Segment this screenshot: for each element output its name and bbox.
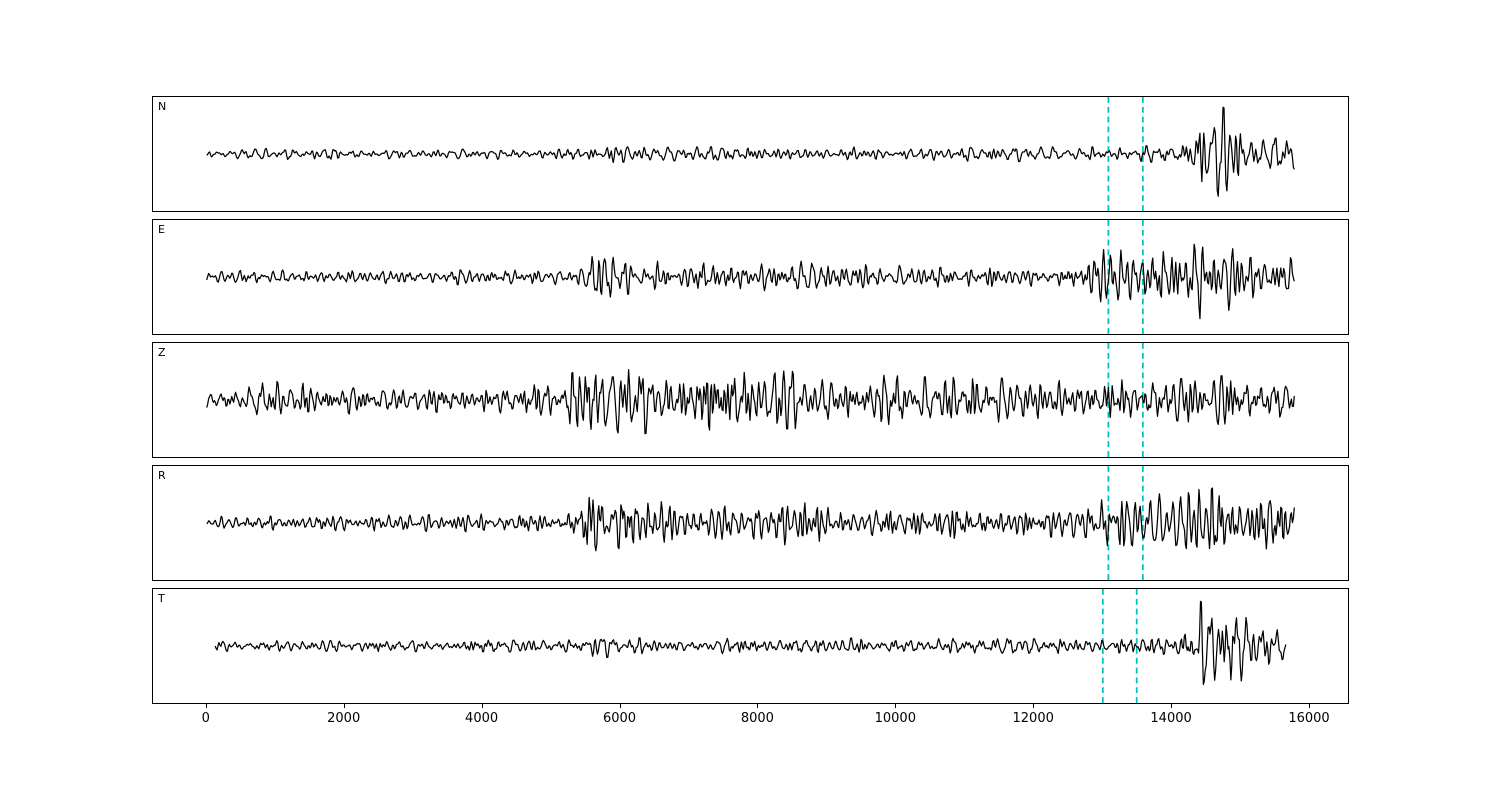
channel-label: N bbox=[158, 100, 167, 113]
x-tick-mark bbox=[343, 704, 345, 708]
x-tick-mark bbox=[895, 704, 897, 708]
x-tick-mark bbox=[619, 704, 621, 708]
x-tick-mark bbox=[1033, 704, 1035, 708]
subplot-channel-n: N bbox=[152, 96, 1349, 212]
subplot-channel-t: T bbox=[152, 588, 1349, 704]
waveform-trace bbox=[206, 106, 1295, 197]
x-tick-label: 6000 bbox=[602, 711, 637, 726]
subplot-channel-e: E bbox=[152, 219, 1349, 335]
channel-label: Z bbox=[158, 346, 166, 359]
waveform-trace bbox=[214, 600, 1287, 686]
x-tick-mark bbox=[1309, 704, 1310, 708]
x-tick-label: 10000 bbox=[874, 711, 916, 726]
x-tick-label: 4000 bbox=[465, 711, 499, 726]
waveform-plot-e bbox=[206, 220, 1295, 334]
x-tick-label: 8000 bbox=[740, 711, 774, 726]
channel-label: T bbox=[158, 592, 165, 605]
x-tick-mark bbox=[1171, 704, 1173, 708]
x-tick-mark bbox=[481, 704, 483, 708]
channel-label: R bbox=[158, 469, 166, 482]
x-tick-label: 14000 bbox=[1150, 711, 1192, 726]
x-tick-label: 0 bbox=[201, 711, 210, 726]
waveform-trace bbox=[206, 369, 1295, 435]
channel-label: E bbox=[158, 223, 165, 236]
waveform-trace bbox=[206, 243, 1295, 320]
x-tick-mark bbox=[205, 704, 207, 708]
waveform-plot-z bbox=[206, 343, 1295, 457]
waveform-plot-r bbox=[206, 466, 1295, 580]
waveform-plot-n bbox=[206, 97, 1295, 211]
x-tick-label: 2000 bbox=[327, 711, 361, 726]
x-tick-label: 16000 bbox=[1288, 711, 1330, 726]
subplot-channel-r: R bbox=[152, 465, 1349, 581]
x-tick-mark bbox=[757, 704, 759, 708]
subplot-channel-z: Z bbox=[152, 342, 1349, 458]
waveform-plot-t bbox=[214, 589, 1287, 703]
waveform-trace bbox=[206, 487, 1295, 552]
x-tick-label: 12000 bbox=[1012, 711, 1054, 726]
